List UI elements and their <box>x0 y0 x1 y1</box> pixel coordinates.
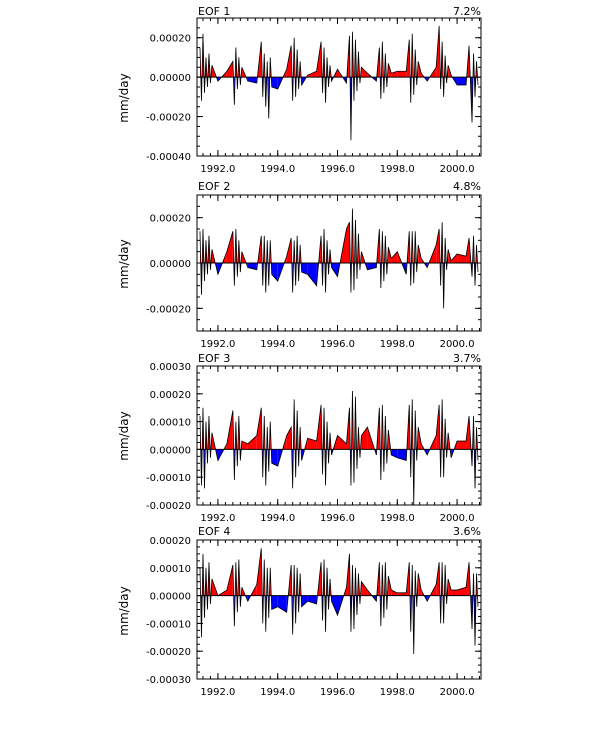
variance-label: 3.7% <box>453 352 481 365</box>
negative-area <box>277 595 287 613</box>
x-tick-label: 2000.0 <box>440 339 475 350</box>
series-line <box>199 208 479 309</box>
y-tick-label: -0.00020 <box>146 501 191 512</box>
y-tick-label: -0.00040 <box>146 152 191 163</box>
positive-area <box>346 222 350 263</box>
eof-panel-1: EOF 1 7.2% mm/day -0.00040 -0.00020 0.0000… <box>117 5 482 175</box>
y-tick-label: -0.00020 <box>146 647 191 658</box>
series-line <box>199 548 479 654</box>
x-tick-label: 1992.0 <box>200 687 235 698</box>
positive-area <box>286 427 292 450</box>
y-tick-label: 0.00020 <box>150 34 191 45</box>
panel-title: EOF 2 <box>198 180 230 193</box>
eof-panel-2: EOF 2 4.8% mm/day -0.00020 0.00000 0.00020… <box>117 180 482 350</box>
x-tick-label: 2000.0 <box>440 164 475 175</box>
y-tick-label: 0.00010 <box>150 418 191 429</box>
y-tick-label: 0.00000 <box>150 592 191 603</box>
x-tick-label: 1996.0 <box>320 339 355 350</box>
negative-area <box>271 449 278 467</box>
positive-area <box>241 441 248 450</box>
variance-label: 4.8% <box>453 180 481 193</box>
negative-area <box>331 595 338 616</box>
eof-panel-3: EOF 3 3.7% mm/day -0.00020 -0.00010 0.0000… <box>117 352 482 524</box>
y-tick-label: -0.00020 <box>146 304 191 315</box>
x-tick-label: 1994.0 <box>260 687 295 698</box>
y-tick-label: 0.00000 <box>150 259 191 270</box>
x-tick-label: 2000.0 <box>440 513 475 524</box>
x-tick-label: 1998.0 <box>380 339 415 350</box>
positive-area <box>337 435 347 450</box>
positive-area <box>457 441 467 450</box>
y-tick-label: 0.00030 <box>150 362 191 373</box>
x-tick-label: 1992.0 <box>200 513 235 524</box>
negative-area <box>301 263 308 275</box>
x-tick-label: 1992.0 <box>200 164 235 175</box>
y-tick-label: 0.00000 <box>150 73 191 84</box>
panel-title: EOF 3 <box>198 352 230 365</box>
y-axis-label: mm/day <box>117 73 131 123</box>
x-tick-label: 1996.0 <box>320 164 355 175</box>
x-tick-label: 2000.0 <box>440 687 475 698</box>
y-tick-label: 0.00010 <box>150 564 191 575</box>
negative-area <box>271 263 278 282</box>
y-tick-label: -0.00020 <box>146 113 191 124</box>
panel-title: EOF 1 <box>198 5 230 18</box>
positive-area <box>397 71 407 78</box>
y-tick-label: -0.00010 <box>146 619 191 630</box>
negative-area <box>307 263 317 286</box>
positive-area <box>397 592 407 596</box>
y-tick-label: -0.00030 <box>146 675 191 686</box>
y-tick-label: 0.00020 <box>150 390 191 401</box>
x-tick-label: 1998.0 <box>380 164 415 175</box>
y-tick-label: 0.00020 <box>150 214 191 225</box>
negative-area <box>271 77 278 89</box>
negative-area <box>271 595 278 610</box>
x-tick-label: 1994.0 <box>260 513 295 524</box>
x-tick-label: 1998.0 <box>380 513 415 524</box>
negative-area <box>331 263 338 277</box>
x-tick-label: 1996.0 <box>320 513 355 524</box>
positive-area <box>451 590 458 596</box>
y-tick-label: -0.00010 <box>146 473 191 484</box>
negative-area <box>391 449 398 458</box>
positive-area <box>361 427 368 450</box>
positive-area <box>307 71 317 78</box>
positive-area <box>391 590 398 596</box>
x-tick-label: 1994.0 <box>260 339 295 350</box>
y-tick-label: 0.00000 <box>150 445 191 456</box>
y-axis-label: mm/day <box>117 239 131 289</box>
positive-area <box>361 581 368 596</box>
positive-area <box>226 231 233 263</box>
negative-area <box>301 595 308 607</box>
y-axis-label: mm/day <box>117 411 131 461</box>
negative-area <box>247 77 257 84</box>
positive-area <box>457 587 467 596</box>
positive-area <box>241 251 247 263</box>
negative-area <box>457 77 467 86</box>
positive-area <box>307 438 317 450</box>
x-tick-label: 1996.0 <box>320 687 355 698</box>
panel-title: EOF 4 <box>198 525 230 538</box>
negative-area <box>397 449 407 461</box>
y-axis-label: mm/day <box>117 586 131 636</box>
eof-panel-4: EOF 4 3.6% mm/day -0.00030 -0.00020 -0.000… <box>117 525 482 698</box>
negative-area <box>307 595 317 604</box>
positive-area <box>286 238 292 263</box>
positive-area <box>361 67 368 78</box>
x-tick-label: 1992.0 <box>200 339 235 350</box>
x-tick-label: 1994.0 <box>260 164 295 175</box>
positive-area <box>247 435 257 450</box>
positive-area <box>256 407 262 450</box>
positive-area <box>436 229 440 263</box>
positive-area <box>457 253 467 263</box>
series-line <box>199 391 479 506</box>
y-tick-label: 0.00020 <box>150 536 191 547</box>
positive-area <box>226 61 233 78</box>
variance-label: 7.2% <box>453 5 481 18</box>
positive-area <box>391 251 398 263</box>
x-tick-label: 1998.0 <box>380 687 415 698</box>
variance-label: 3.6% <box>453 525 481 538</box>
series-line <box>199 25 479 141</box>
